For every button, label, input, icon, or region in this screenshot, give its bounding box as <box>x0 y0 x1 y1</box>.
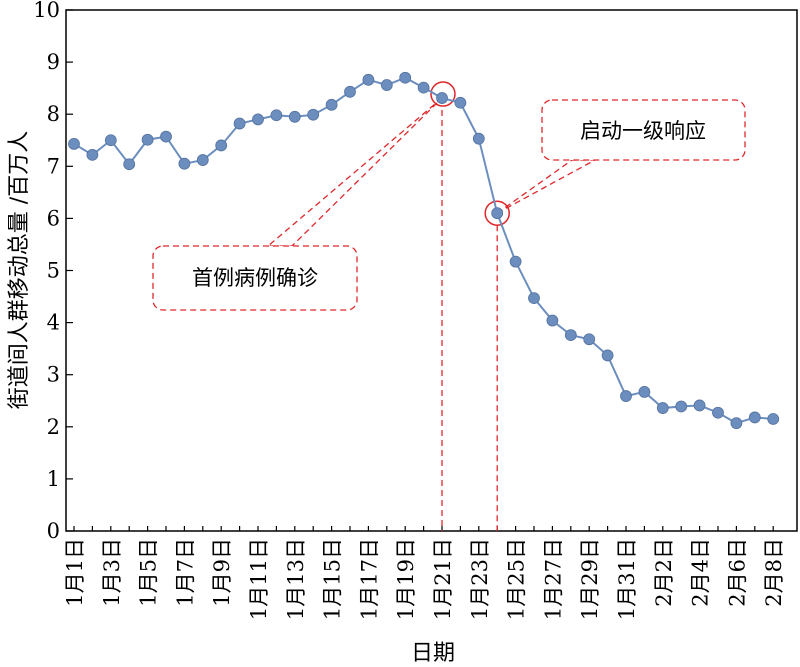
data-point <box>380 79 393 91</box>
y-tick-label: 1 <box>47 467 60 491</box>
data-point <box>68 137 80 150</box>
x-axis-title: 日期 <box>411 641 455 666</box>
y-tick-label: 10 <box>33 0 60 22</box>
data-point <box>417 81 430 94</box>
x-tick-label: 2月4日 <box>689 538 713 607</box>
highlight-circle-1 <box>430 81 456 107</box>
data-point <box>491 207 504 220</box>
x-tick-label: 1月3日 <box>100 538 124 607</box>
x-tick-label: 1月23日 <box>468 538 492 620</box>
data-point <box>123 158 136 171</box>
x-tick-label: 1月31日 <box>615 538 639 620</box>
annotations: 首例病例确诊 启动一级响应 <box>152 81 746 531</box>
y-tick-label: 8 <box>47 102 60 126</box>
callout-label-1: 首例病例确诊 <box>192 266 318 290</box>
data-point <box>325 98 338 111</box>
data-point <box>454 96 467 109</box>
y-axis: 0 1 2 3 4 5 6 7 8 9 10 <box>33 0 73 543</box>
y-tick-label: 3 <box>47 363 60 387</box>
x-tick-label: 1月11日 <box>247 538 271 620</box>
y-tick-label: 6 <box>47 206 60 230</box>
data-point <box>178 157 191 170</box>
data-point <box>141 133 154 146</box>
data-point <box>344 85 356 98</box>
x-tick-label: 1月29日 <box>578 538 602 620</box>
x-tick-label: 1月9日 <box>210 538 234 607</box>
data-point <box>252 113 264 126</box>
y-axis-title: 街道间人群移动总量 /百万人 <box>7 131 32 409</box>
x-tick-label: 1月15日 <box>321 538 345 620</box>
callout-label-2: 启动一级响应 <box>580 119 706 143</box>
x-axis: 1月1日 1月3日 1月5日 1月7日 1月9日 1月11日 1月13日 1月15日 1月17日… <box>63 526 786 620</box>
y-tick-label: 7 <box>47 154 60 178</box>
x-tick-label: 1月19日 <box>394 538 418 620</box>
x-tick-label: 1月7日 <box>173 538 197 607</box>
data-point <box>86 148 99 161</box>
data-point <box>509 255 522 268</box>
data-point <box>693 399 706 412</box>
data-point <box>362 73 375 86</box>
data-point <box>638 385 651 398</box>
x-tick-label: 1月25日 <box>505 538 529 620</box>
data-point <box>730 417 743 430</box>
data-point <box>104 134 117 147</box>
data-point <box>675 400 688 413</box>
data-point <box>270 109 283 122</box>
series-layer <box>68 71 780 430</box>
highlight-circle-2 <box>484 200 510 226</box>
y-tick-label: 9 <box>47 50 60 74</box>
data-point <box>712 406 724 419</box>
data-point <box>656 402 669 414</box>
data-point <box>233 117 246 130</box>
data-point <box>583 333 596 346</box>
y-tick-label: 0 <box>47 519 60 543</box>
data-point <box>564 329 577 342</box>
x-tick-label: 1月17日 <box>357 538 381 620</box>
x-tick-label: 1月1日 <box>63 538 87 607</box>
callout-box-2 <box>541 99 746 161</box>
data-point <box>601 349 614 362</box>
data-point <box>215 139 228 152</box>
x-tick-label: 1月21日 <box>431 538 455 620</box>
data-point <box>288 110 301 123</box>
x-tick-label: 1月27日 <box>541 538 565 620</box>
callout-box-1 <box>152 245 358 311</box>
x-tick-label: 1月13日 <box>284 538 308 620</box>
x-tick-label: 2月8日 <box>762 538 786 607</box>
y-tick-label: 2 <box>47 415 60 439</box>
data-point <box>528 292 540 305</box>
data-point <box>748 411 761 424</box>
data-point <box>196 154 209 166</box>
data-point <box>620 390 632 402</box>
y-tick-label: 4 <box>47 311 60 335</box>
data-point <box>307 108 320 121</box>
x-tick-label: 2月2日 <box>652 538 676 607</box>
data-point <box>160 130 172 143</box>
data-point <box>436 92 448 104</box>
x-tick-label: 2月6日 <box>725 538 749 607</box>
data-point <box>472 132 485 145</box>
data-point <box>546 314 559 327</box>
y-tick-label: 5 <box>47 259 60 283</box>
callout-pointer-2 <box>496 159 596 214</box>
data-point <box>767 413 780 425</box>
x-tick-label: 1月5日 <box>137 538 161 607</box>
data-point <box>399 71 412 84</box>
